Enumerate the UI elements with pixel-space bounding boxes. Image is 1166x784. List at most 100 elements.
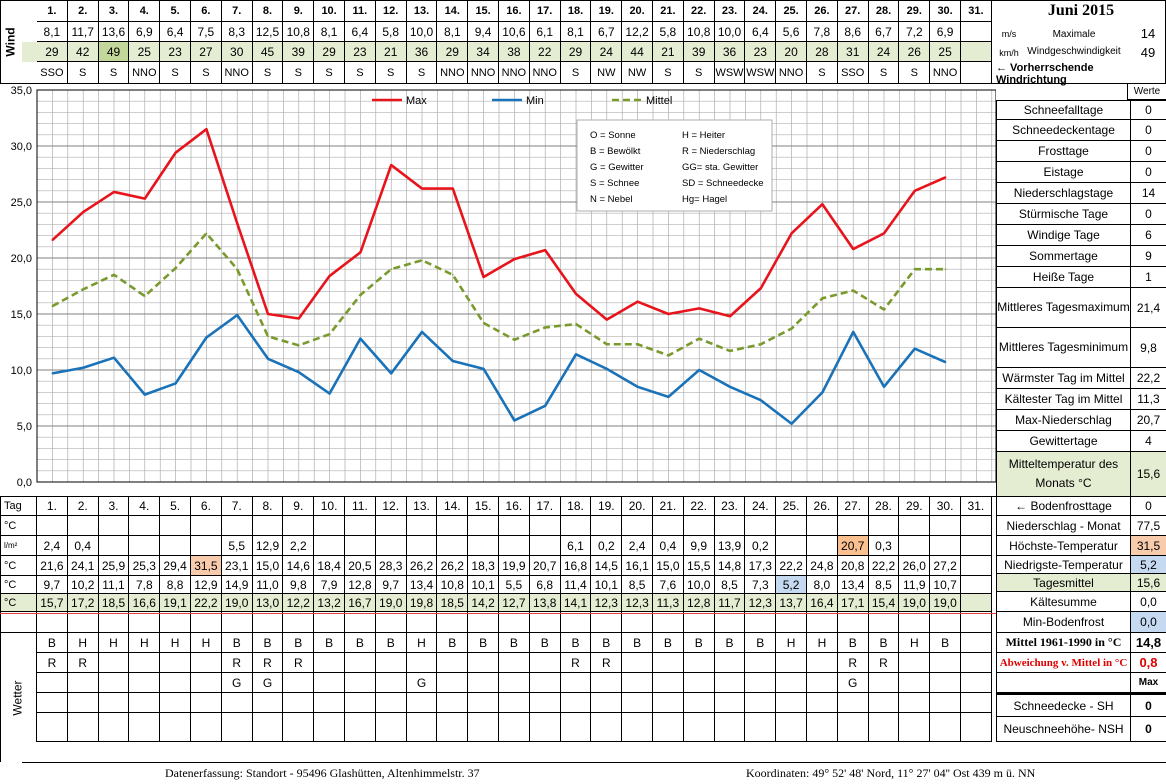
wind-direction: S <box>160 62 191 84</box>
wind-day: 3. <box>98 0 130 22</box>
stat-row: Kältester Tag im Mittel 11,3 <box>997 389 1166 410</box>
empty-row <box>776 612 807 633</box>
stat-label: Stürmische Tage <box>997 204 1131 224</box>
point-min <box>513 419 516 422</box>
wind-day: 18. <box>560 0 592 22</box>
niedrigst-value: 5,2 <box>776 576 807 594</box>
point-min <box>113 356 115 359</box>
wind-direction: S <box>283 62 315 84</box>
wetter-code <box>683 693 715 713</box>
wind-ms: 9,4 <box>468 22 499 42</box>
wetter-code <box>622 673 653 693</box>
wind-direction: NNO <box>221 62 253 84</box>
wetter-code <box>283 693 315 713</box>
wetter-code: H <box>129 633 161 653</box>
empty-row <box>961 612 992 633</box>
point-min <box>944 361 947 363</box>
blank-row <box>375 713 407 742</box>
point-mittel <box>944 268 947 270</box>
stat-value: 22,2 <box>1136 371 1161 385</box>
mittel-value: 13,0 <box>252 594 284 612</box>
wetter-code <box>529 673 561 693</box>
wind-ms: 10,0 <box>714 22 746 42</box>
point-mittel <box>513 338 516 341</box>
wetter-code <box>191 673 222 693</box>
niederschlag-value <box>406 536 438 556</box>
hoechst-value: 23,1 <box>221 556 253 576</box>
summary-value: 0,8 <box>1131 653 1166 673</box>
wind-kmh: 24 <box>868 42 900 62</box>
wetter-code <box>807 653 838 673</box>
wetter-code <box>98 693 130 713</box>
wind-ms <box>961 22 992 42</box>
point-min <box>174 382 177 385</box>
stat-row: Windige Tage 6 <box>997 225 1166 246</box>
wetter-code: B <box>375 633 407 653</box>
wetter-code <box>468 693 499 713</box>
stat-row: Mittleres Tagesmaximum 21,4 <box>997 288 1166 328</box>
weather-code-right: H = Heiter <box>682 130 725 141</box>
point-max <box>729 315 731 318</box>
empty-row <box>375 612 407 633</box>
point-min <box>298 371 300 374</box>
empty-row <box>191 612 222 633</box>
point-max <box>267 313 269 315</box>
wetter-code: R <box>37 653 68 673</box>
stat-value: 6 <box>1145 228 1152 242</box>
wetter-code <box>345 653 376 673</box>
tag-day: 21. <box>653 496 684 516</box>
point-mittel <box>667 354 670 357</box>
summary-label: ← Bodenfrosttage <box>996 496 1131 516</box>
wetter-code <box>129 653 161 673</box>
point-max <box>113 191 115 193</box>
hoechst-value: 15,5 <box>683 556 715 576</box>
stat-label: Kältester Tag im Mittel <box>997 389 1131 409</box>
point-min <box>328 392 331 395</box>
wetter-code <box>714 673 746 693</box>
mittel-value: 12,3 <box>622 594 653 612</box>
mittel-value: 11,3 <box>653 594 684 612</box>
wetter-code <box>191 693 222 713</box>
summary-value: 0,0 <box>1131 592 1166 612</box>
hoechst-value <box>961 556 992 576</box>
niederschlag-value: 2,2 <box>283 536 315 556</box>
wetter-code: R <box>868 653 900 673</box>
blank-row <box>437 713 469 742</box>
point-min <box>883 386 885 388</box>
footer-coordinates: Koordinaten: 49° 52' 48' Nord, 11° 27' 0… <box>746 766 1036 780</box>
tag-day: 16. <box>499 496 530 516</box>
tag-day: 19. <box>591 496 623 516</box>
niedrigst-value: 9,7 <box>375 576 407 594</box>
wetter-code <box>930 653 961 673</box>
stat-label: Windige Tage <box>997 225 1131 245</box>
wetter-code <box>437 653 469 673</box>
stat-value: 14 <box>1141 186 1156 200</box>
niederschlag-value <box>961 536 992 556</box>
wetter-code <box>499 673 530 693</box>
wetter-code <box>375 693 407 713</box>
wetter-code <box>622 693 653 713</box>
bodenfrost-value <box>252 516 284 536</box>
niederschlag-value <box>160 536 191 556</box>
wetter-code <box>345 693 376 713</box>
niedrigst-value: 12,8 <box>345 576 376 594</box>
point-max <box>760 287 762 290</box>
wetter-code <box>468 673 499 693</box>
point-max <box>544 249 546 251</box>
wind-kmh: 24 <box>591 42 623 62</box>
mittel-value: 14,2 <box>468 594 499 612</box>
wind-day: 8. <box>252 0 284 22</box>
wind-day: 29. <box>899 0 931 22</box>
point-min <box>760 399 762 402</box>
niedrigst-value: 11,4 <box>560 576 592 594</box>
niedrigst-value: 8,5 <box>868 576 900 594</box>
wetter-code: H <box>160 633 191 653</box>
niedrigst-value: 7,3 <box>745 576 777 594</box>
summary-value: 15,6 <box>1131 574 1166 592</box>
stat-value: 4 <box>1145 434 1152 448</box>
wetter-code <box>37 693 68 713</box>
point-mittel <box>144 295 146 297</box>
werte-label: Werte <box>1127 84 1166 100</box>
empty-row <box>837 612 869 633</box>
point-max <box>298 317 300 320</box>
